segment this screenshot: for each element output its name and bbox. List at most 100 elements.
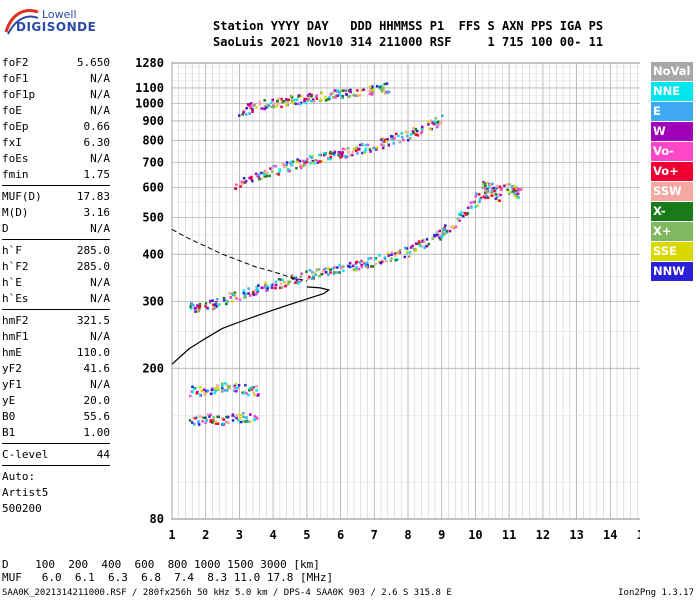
echo-mark xyxy=(270,105,274,109)
echo-mark xyxy=(310,99,313,103)
echo-mark xyxy=(289,160,293,164)
echo-mark xyxy=(260,286,263,290)
x-tick-label: 9 xyxy=(438,528,445,542)
param-divider xyxy=(2,443,110,444)
echo-mark xyxy=(233,389,237,392)
echo-mark xyxy=(253,393,257,397)
echo-mark xyxy=(341,89,345,92)
echo-mark xyxy=(295,278,299,282)
echo-mark xyxy=(475,192,478,195)
echo-mark xyxy=(238,114,241,117)
echo-mark xyxy=(337,153,340,157)
echo-mark xyxy=(191,390,194,394)
echo-mark xyxy=(202,416,206,420)
echo-mark xyxy=(217,387,220,391)
echo-mark xyxy=(336,266,339,269)
echo-mark xyxy=(290,101,294,105)
echo-mark xyxy=(477,193,481,196)
echo-mark xyxy=(488,183,492,186)
echo-mark xyxy=(262,171,266,175)
echo-mark xyxy=(213,306,216,310)
footer-distance-row: D 100 200 400 600 800 1000 1500 3000 [km… xyxy=(2,558,320,571)
echo-mark xyxy=(308,269,312,272)
echo-mark xyxy=(214,387,217,390)
echo-mark xyxy=(427,242,430,246)
echo-mark xyxy=(190,302,194,305)
param-group-5: C-level 44 xyxy=(2,447,110,463)
echo-mark xyxy=(395,132,398,136)
echo-mark xyxy=(242,411,245,415)
echo-mark xyxy=(360,263,363,267)
echo-mark xyxy=(360,142,364,146)
echo-mark xyxy=(208,301,212,304)
echo-mark xyxy=(336,94,339,97)
param-value: N/A xyxy=(90,72,110,85)
lowell-digisonde-logo: Lowell DIGISONDE xyxy=(4,6,104,40)
echo-mark xyxy=(400,136,404,139)
echo-mark xyxy=(194,417,197,420)
echo-mark xyxy=(250,177,253,181)
echo-mark xyxy=(411,244,414,248)
echo-mark xyxy=(389,135,393,138)
echo-mark xyxy=(272,101,275,105)
echo-mark xyxy=(364,264,368,267)
echo-mark xyxy=(516,191,519,194)
echo-mark xyxy=(255,292,258,295)
echo-mark xyxy=(396,252,399,255)
echo-mark xyxy=(496,185,500,188)
y-tick-label: 300 xyxy=(142,295,164,309)
echo-mark xyxy=(327,273,330,276)
echo-mark xyxy=(341,147,345,151)
echo-mark xyxy=(291,160,295,163)
echo-mark xyxy=(370,265,373,268)
echo-mark xyxy=(398,251,402,254)
echo-mark xyxy=(299,278,303,282)
echo-mark xyxy=(378,85,382,89)
echo-mark xyxy=(241,415,245,418)
echo-mark xyxy=(221,416,224,420)
echo-mark xyxy=(519,188,523,191)
echo-mark xyxy=(275,172,279,176)
echo-mark xyxy=(201,420,204,423)
echo-mark xyxy=(258,177,261,181)
echo-mark xyxy=(234,382,238,386)
echo-mark xyxy=(414,248,418,251)
echo-mark xyxy=(247,393,250,397)
echo-mark xyxy=(379,261,382,265)
artist-name: Artist5 xyxy=(2,486,49,499)
echo-mark xyxy=(428,127,432,130)
echo-mark xyxy=(387,144,391,147)
echo-mark xyxy=(342,269,345,273)
param-value: 110.0 xyxy=(76,346,110,359)
echo-mark xyxy=(478,198,482,201)
legend-item: Vo- xyxy=(651,142,693,161)
echo-mark xyxy=(342,265,345,268)
param-value: 20.0 xyxy=(83,394,111,407)
echo-mark xyxy=(373,257,377,261)
param-name: yF2 xyxy=(2,362,22,375)
echo-mark xyxy=(490,183,493,187)
echo-mark xyxy=(318,160,322,163)
echo-mark xyxy=(340,153,344,157)
echo-mark xyxy=(448,229,452,233)
echo-mark xyxy=(484,196,487,200)
echo-mark xyxy=(313,272,317,275)
echo-mark xyxy=(217,303,221,306)
param-row: hmF1 N/A xyxy=(2,329,110,345)
echo-mark xyxy=(398,249,402,252)
echo-mark xyxy=(405,247,409,250)
echo-mark xyxy=(252,391,256,394)
echo-mark xyxy=(277,278,281,281)
echo-mark xyxy=(274,165,278,168)
y-tick-label: 500 xyxy=(142,211,164,225)
param-value: 44 xyxy=(96,448,110,461)
echo-mark xyxy=(203,392,207,395)
param-row: yE 20.0 xyxy=(2,393,110,409)
legend-item: X- xyxy=(651,202,693,221)
echo-mark xyxy=(400,132,403,135)
logo-swoosh-icon xyxy=(4,9,39,35)
echo-mark xyxy=(293,98,296,102)
echo-mark xyxy=(242,292,246,295)
echo-mark xyxy=(320,91,324,95)
echo-mark xyxy=(495,186,498,190)
